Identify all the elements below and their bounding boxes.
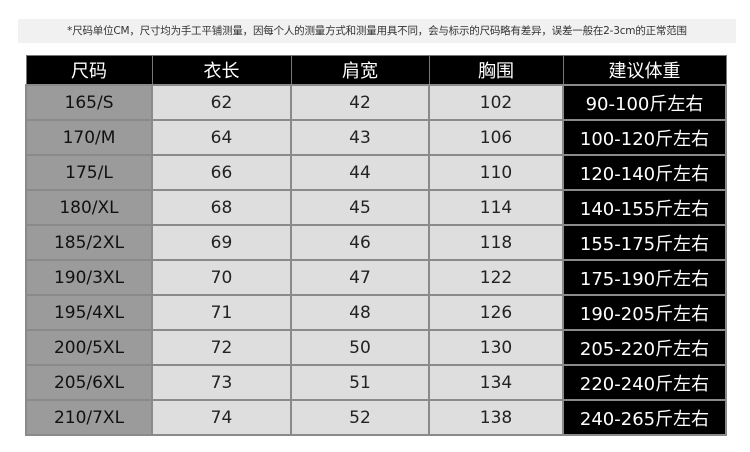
cell-chest: 122 bbox=[428, 259, 564, 296]
cell-weight: 120-140斤左右 bbox=[562, 154, 727, 191]
cell-shoulder: 48 bbox=[290, 294, 430, 331]
table-row: 185/2XL 69 46 118 155-175斤左右 bbox=[25, 224, 727, 261]
cell-shoulder: 46 bbox=[290, 224, 430, 261]
cell-weight: 220-240斤左右 bbox=[562, 364, 727, 401]
header-shoulder: 肩宽 bbox=[290, 55, 430, 86]
cell-length: 62 bbox=[151, 84, 292, 121]
cell-shoulder: 51 bbox=[290, 364, 430, 401]
cell-length: 66 bbox=[151, 154, 292, 191]
cell-length: 70 bbox=[151, 259, 292, 296]
cell-weight: 90-100斤左右 bbox=[562, 84, 727, 121]
table-row: 170/M 64 43 106 100-120斤左右 bbox=[25, 119, 727, 156]
table-row: 200/5XL 72 50 130 205-220斤左右 bbox=[25, 329, 727, 366]
cell-weight: 175-190斤左右 bbox=[562, 259, 727, 296]
cell-weight: 190-205斤左右 bbox=[562, 294, 727, 331]
cell-length: 64 bbox=[151, 119, 292, 156]
cell-size: 180/XL bbox=[25, 189, 153, 226]
cell-weight: 155-175斤左右 bbox=[562, 224, 727, 261]
cell-weight: 205-220斤左右 bbox=[562, 329, 727, 366]
cell-length: 69 bbox=[151, 224, 292, 261]
cell-length: 68 bbox=[151, 189, 292, 226]
cell-chest: 106 bbox=[428, 119, 564, 156]
cell-chest: 126 bbox=[428, 294, 564, 331]
cell-size: 165/S bbox=[25, 84, 153, 121]
cell-chest: 138 bbox=[428, 399, 564, 436]
table-row: 180/XL 68 45 114 140-155斤左右 bbox=[25, 189, 727, 226]
cell-size: 200/5XL bbox=[25, 329, 153, 366]
cell-shoulder: 52 bbox=[290, 399, 430, 436]
cell-shoulder: 44 bbox=[290, 154, 430, 191]
cell-shoulder: 45 bbox=[290, 189, 430, 226]
cell-size: 185/2XL bbox=[25, 224, 153, 261]
cell-length: 74 bbox=[151, 399, 292, 436]
cell-weight: 140-155斤左右 bbox=[562, 189, 727, 226]
header-chest: 胸围 bbox=[428, 55, 564, 86]
table-row: 165/S 62 42 102 90-100斤左右 bbox=[25, 84, 727, 121]
cell-length: 72 bbox=[151, 329, 292, 366]
cell-size: 170/M bbox=[25, 119, 153, 156]
cell-weight: 100-120斤左右 bbox=[562, 119, 727, 156]
header-row: 尺码 衣长 肩宽 胸围 建议体重 bbox=[25, 55, 727, 86]
header-size: 尺码 bbox=[25, 55, 153, 86]
cell-chest: 102 bbox=[428, 84, 564, 121]
table-row: 210/7XL 74 52 138 240-265斤左右 bbox=[25, 399, 727, 436]
cell-chest: 114 bbox=[428, 189, 564, 226]
cell-size: 195/4XL bbox=[25, 294, 153, 331]
table-row: 195/4XL 71 48 126 190-205斤左右 bbox=[25, 294, 727, 331]
cell-chest: 118 bbox=[428, 224, 564, 261]
cell-size: 190/3XL bbox=[25, 259, 153, 296]
cell-shoulder: 50 bbox=[290, 329, 430, 366]
size-chart-table: 尺码 衣长 肩宽 胸围 建议体重 165/S 62 42 102 90-100斤左右 17… bbox=[25, 55, 727, 436]
cell-weight: 240-265斤左右 bbox=[562, 399, 727, 436]
cell-length: 71 bbox=[151, 294, 292, 331]
table-row: 205/6XL 73 51 134 220-240斤左右 bbox=[25, 364, 727, 401]
cell-shoulder: 42 bbox=[290, 84, 430, 121]
cell-shoulder: 43 bbox=[290, 119, 430, 156]
table-row: 190/3XL 70 47 122 175-190斤左右 bbox=[25, 259, 727, 296]
cell-chest: 110 bbox=[428, 154, 564, 191]
measurement-note: *尺码单位CM，尺寸均为手工平铺测量，因每个人的测量方式和测量用具不同，会与标示… bbox=[18, 19, 736, 43]
cell-chest: 130 bbox=[428, 329, 564, 366]
table-row: 175/L 66 44 110 120-140斤左右 bbox=[25, 154, 727, 191]
cell-size: 175/L bbox=[25, 154, 153, 191]
cell-size: 205/6XL bbox=[25, 364, 153, 401]
header-weight: 建议体重 bbox=[562, 55, 727, 86]
cell-size: 210/7XL bbox=[25, 399, 153, 436]
cell-length: 73 bbox=[151, 364, 292, 401]
header-length: 衣长 bbox=[151, 55, 292, 86]
cell-shoulder: 47 bbox=[290, 259, 430, 296]
cell-chest: 134 bbox=[428, 364, 564, 401]
